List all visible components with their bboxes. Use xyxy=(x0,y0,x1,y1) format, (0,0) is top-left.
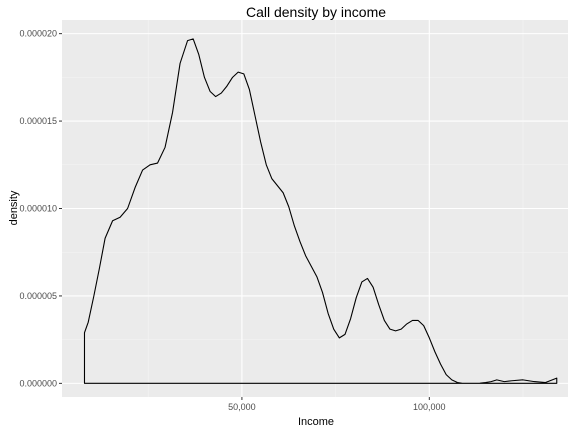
density-curve xyxy=(83,38,558,384)
y-tick-label: 0.000015 xyxy=(19,116,57,126)
x-tick-label: 50,000 xyxy=(228,402,256,412)
y-tick-label: 0.000010 xyxy=(19,204,57,214)
y-tick-label: 0.000005 xyxy=(19,291,57,301)
chart-title: Call density by income xyxy=(246,4,386,20)
x-axis-title: Income xyxy=(298,416,334,428)
density-curve-layer xyxy=(83,38,558,384)
y-axis-title: density xyxy=(8,190,20,225)
y-axis-ticks: 0.000000 0.000005 0.000010 0.000015 0.000020 xyxy=(19,29,62,388)
y-tick-label: 0.000020 xyxy=(19,29,57,39)
x-tick-label: 100,000 xyxy=(413,402,446,412)
x-axis-ticks: 50,000 100,000 xyxy=(228,397,446,412)
y-tick-label: 0.000000 xyxy=(19,378,57,388)
